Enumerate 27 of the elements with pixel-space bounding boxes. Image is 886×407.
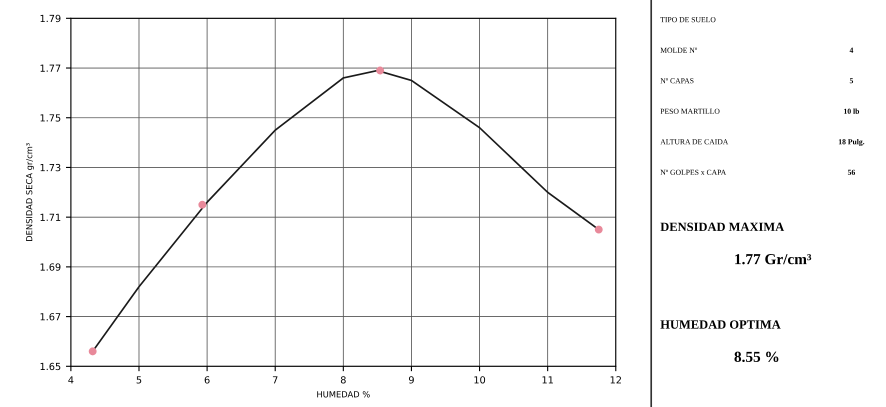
x-tick-label: 9	[408, 376, 414, 384]
point	[376, 66, 384, 74]
point	[198, 200, 206, 209]
y-tick-label: 1.75	[40, 114, 60, 122]
text: HUMEDAD OPTIMA	[660, 320, 781, 329]
x-tick-label: 7	[272, 376, 278, 384]
text: 1.77 Gr/cm³	[735, 254, 812, 264]
y-tick-label: 1.71	[40, 214, 60, 221]
y-tick-label: 1.77	[40, 64, 60, 72]
x-tick-label: 10	[474, 376, 486, 384]
point	[594, 226, 603, 234]
x-tick-label: 6	[204, 376, 210, 384]
y-tick-label: 1.73	[40, 164, 60, 172]
x-tick-label: 5	[136, 376, 142, 384]
text: 8.55 %	[734, 352, 778, 362]
y-tick-label: 1.79	[40, 14, 60, 22]
point	[88, 347, 97, 356]
y-tick-label: 1.65	[40, 362, 60, 370]
x-tick-label: 12	[610, 376, 621, 384]
y-tick-label: 1.69	[40, 263, 60, 271]
y-axis-title: DENSIDAD SECA gr/cm³	[26, 143, 34, 241]
x-axis-title: HUMEDAD %	[317, 391, 370, 398]
y-tick-label: 1.67	[40, 313, 60, 320]
x-tick-label: 11	[542, 376, 553, 384]
text: DENSIDAD MAXIMA	[660, 222, 784, 232]
x-tick-label: 4	[68, 376, 74, 384]
x-tick-label: 8	[340, 376, 346, 384]
